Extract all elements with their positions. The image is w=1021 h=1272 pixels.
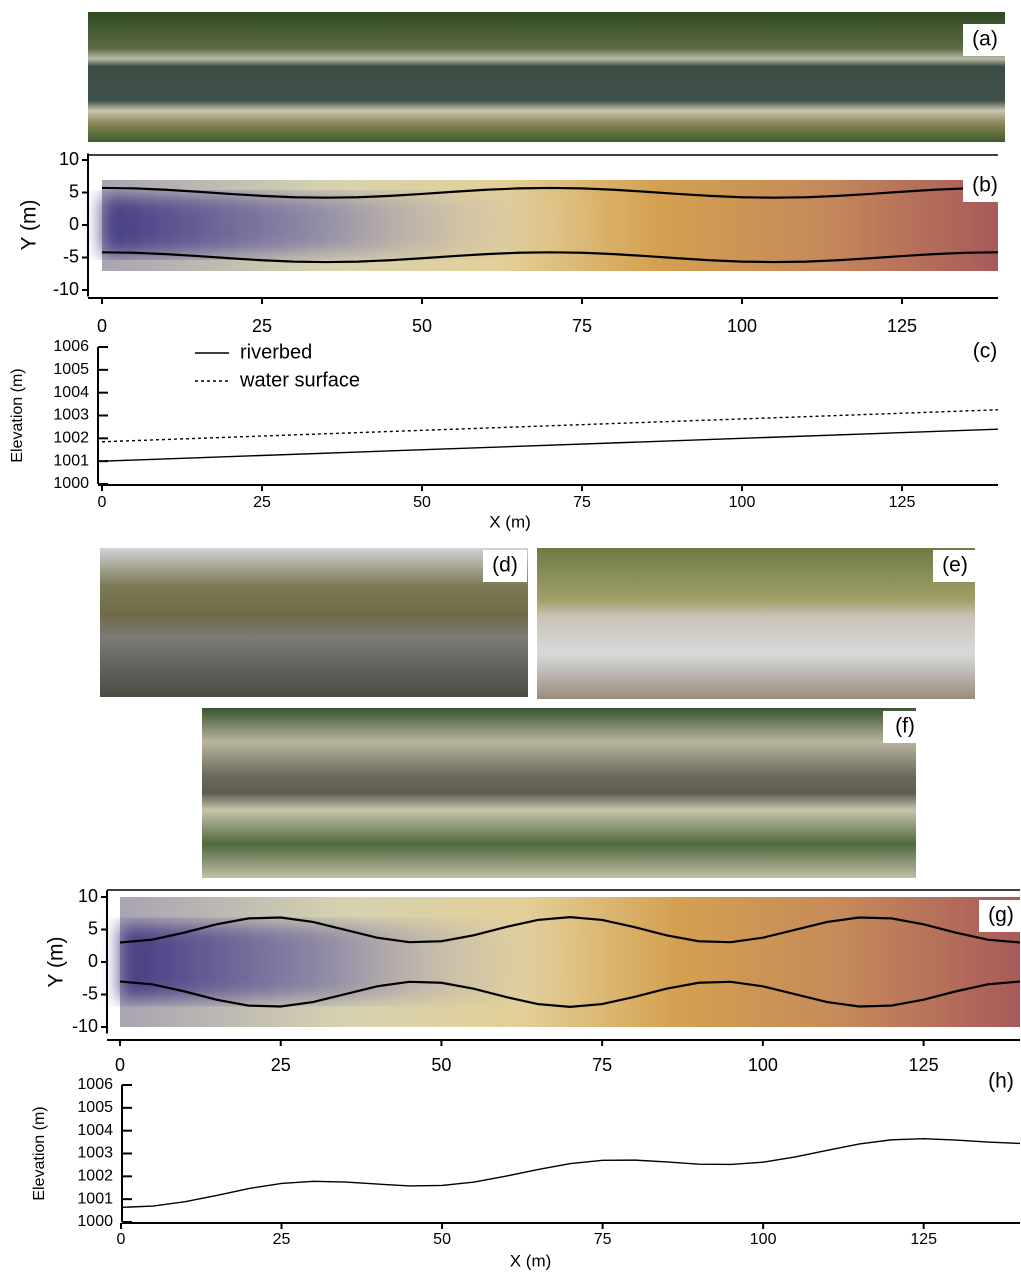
photo-e <box>537 548 975 699</box>
x-tick-label: 0 <box>98 494 107 511</box>
y-tick-label: 10 <box>78 886 98 906</box>
photo-f <box>202 708 916 878</box>
panel-label: (b) <box>972 174 998 197</box>
y-tick-label: 1000 <box>53 475 89 492</box>
x-tick-label: 100 <box>750 1231 777 1248</box>
panel-label: (c) <box>973 340 998 363</box>
flow-b <box>102 196 602 254</box>
y-tick-label: 1006 <box>53 338 89 355</box>
y-tick-label: 1004 <box>77 1122 113 1139</box>
series-line <box>102 429 998 461</box>
y-axis-label: Elevation (m) <box>31 1106 48 1200</box>
x-tick-label: 100 <box>729 494 756 511</box>
y-tick-label: -5 <box>82 983 98 1003</box>
y-tick-label: 0 <box>69 214 79 234</box>
x-tick-label: 125 <box>889 494 916 511</box>
x-tick-label: 75 <box>594 1231 612 1248</box>
page: {"photos": [{"label": "(a)"}, {"label": … <box>0 0 1021 1272</box>
x-tick-label: 100 <box>727 316 757 336</box>
y-tick-label: 5 <box>69 181 79 201</box>
y-axis-label: Elevation (m) <box>9 368 26 462</box>
series-line <box>102 410 998 442</box>
x-axis-label: X (m) <box>510 1251 552 1270</box>
photo-d <box>100 548 528 697</box>
y-tick-label: 1005 <box>77 1099 113 1116</box>
x-tick-label: 100 <box>748 1055 778 1075</box>
y-tick-label: 10 <box>59 149 79 169</box>
x-tick-label: 125 <box>887 316 917 336</box>
panel-label: (f) <box>895 715 915 738</box>
flow-g <box>120 925 600 999</box>
y-tick-label: 1000 <box>77 1213 113 1230</box>
x-tick-label: 0 <box>97 316 107 336</box>
panel-label: (e) <box>942 554 968 577</box>
y-tick-label: 1004 <box>53 384 89 401</box>
y-tick-label: -10 <box>53 279 79 299</box>
x-tick-label: 25 <box>273 1231 291 1248</box>
x-tick-label: 0 <box>117 1231 126 1248</box>
legend-label: riverbed <box>240 341 312 363</box>
y-tick-label: 1005 <box>53 361 89 378</box>
x-tick-label: 75 <box>573 494 591 511</box>
y-tick-label: 5 <box>88 918 98 938</box>
y-tick-label: 1002 <box>53 430 89 447</box>
x-tick-label: 25 <box>253 494 271 511</box>
y-tick-label: -5 <box>63 246 79 266</box>
y-tick-label: 1001 <box>53 452 89 469</box>
y-axis-label: Y (m) <box>45 937 68 988</box>
x-tick-label: 75 <box>572 316 592 336</box>
panel-label: (a) <box>972 28 998 51</box>
x-axis-label: X (m) <box>489 512 531 531</box>
y-tick-label: 1001 <box>77 1190 113 1207</box>
figure: (a)(d)(e)(f)-10-505100255075100125Y (m)(… <box>0 0 1021 1272</box>
photo-a <box>88 12 1005 142</box>
y-tick-label: 0 <box>88 951 98 971</box>
x-tick-label: 25 <box>252 316 272 336</box>
x-tick-label: 50 <box>431 1055 451 1075</box>
x-tick-label: 50 <box>412 316 432 336</box>
y-tick-label: 1002 <box>77 1168 113 1185</box>
x-tick-label: 75 <box>592 1055 612 1075</box>
legend-label: water surface <box>239 369 360 391</box>
x-tick-label: 0 <box>115 1055 125 1075</box>
series-line <box>121 1139 1020 1208</box>
x-tick-label: 25 <box>271 1055 291 1075</box>
y-tick-label: 1006 <box>77 1076 113 1093</box>
x-tick-label: 50 <box>413 494 431 511</box>
x-tick-label: 50 <box>433 1231 451 1248</box>
y-tick-label: 1003 <box>53 407 89 424</box>
x-tick-label: 125 <box>910 1231 937 1248</box>
y-tick-label: -10 <box>72 1016 98 1036</box>
x-tick-label: 125 <box>909 1055 939 1075</box>
y-axis-label: Y (m) <box>18 200 41 251</box>
panel-label: (d) <box>492 554 518 577</box>
y-tick-label: 1003 <box>77 1145 113 1162</box>
panel-label: (g) <box>988 904 1014 927</box>
panel-label: (h) <box>988 1070 1014 1093</box>
